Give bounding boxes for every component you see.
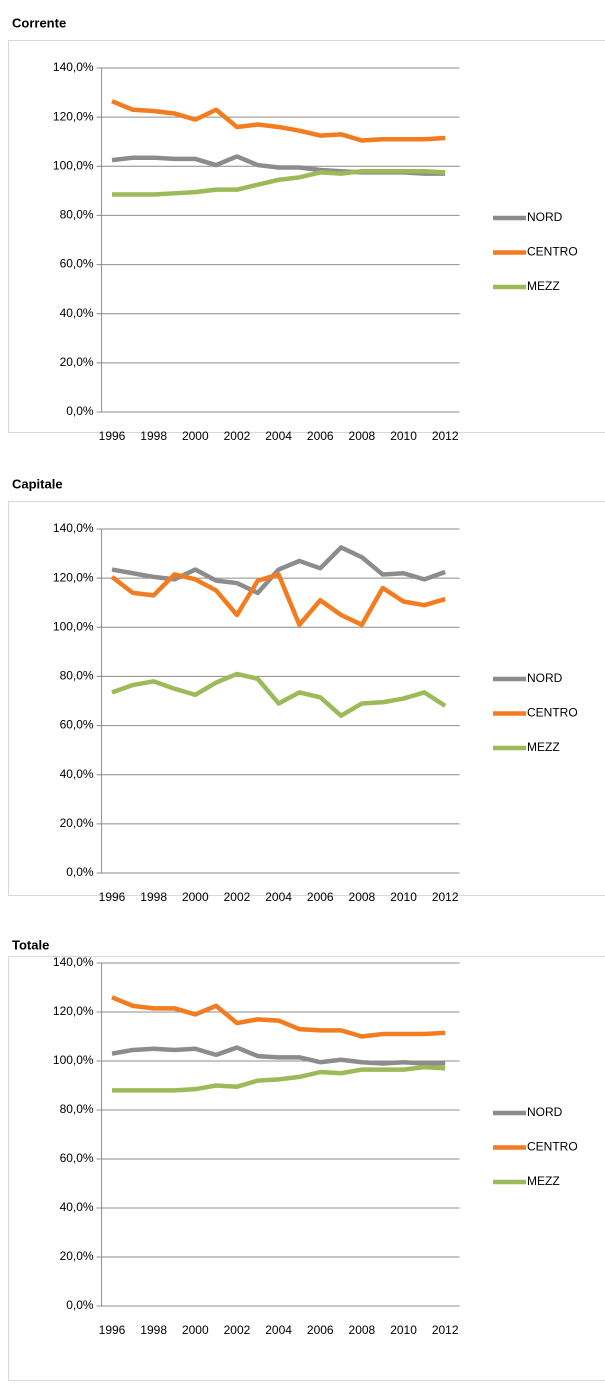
legend-label: MEZZ <box>527 740 560 754</box>
y-tick-label: 140,0% <box>53 521 94 535</box>
y-tick-label: 20,0% <box>60 355 94 369</box>
panel <box>8 956 605 1381</box>
data-line <box>110 572 446 628</box>
x-tick-label: 2002 <box>224 1323 251 1337</box>
y-tick-label: 120,0% <box>53 109 94 123</box>
x-tick-label: 1996 <box>99 429 126 443</box>
y-tick-label: 80,0% <box>60 669 94 683</box>
data-line <box>111 99 446 143</box>
panel <box>8 501 605 896</box>
x-tick-label: 1996 <box>99 890 126 904</box>
y-tick-label: 20,0% <box>60 816 94 830</box>
x-tick-label: 2012 <box>432 1323 459 1337</box>
legend-label: MEZZ <box>527 279 560 293</box>
legend-label: NORD <box>527 210 563 224</box>
data-line <box>111 1045 446 1066</box>
y-tick-label: 140,0% <box>53 60 94 74</box>
y-tick-label: 20,0% <box>60 1249 94 1263</box>
x-tick-label: 1996 <box>99 1323 126 1337</box>
x-tick-label: 2010 <box>390 1323 417 1337</box>
panel <box>8 40 605 433</box>
y-tick-label: 80,0% <box>60 208 94 222</box>
y-tick-label: 0,0% <box>66 1298 94 1312</box>
x-tick-label: 2010 <box>390 429 417 443</box>
y-tick-label: 60,0% <box>60 718 94 732</box>
y-tick-label: 120,0% <box>53 1004 94 1018</box>
y-tick-label: 80,0% <box>60 1102 94 1116</box>
x-tick-label: 2006 <box>307 1323 334 1337</box>
y-tick-label: 40,0% <box>60 1200 94 1214</box>
y-tick-label: 100,0% <box>53 619 94 633</box>
chart-title: Capitale <box>12 476 63 491</box>
data-line <box>112 1064 446 1093</box>
y-tick-label: 140,0% <box>53 955 94 969</box>
y-tick-label: 100,0% <box>53 1053 94 1067</box>
x-tick-label: 2004 <box>265 890 292 904</box>
data-line <box>111 995 446 1039</box>
x-tick-label: 2002 <box>224 429 251 443</box>
y-tick-label: 100,0% <box>53 158 94 172</box>
x-tick-label: 2012 <box>432 429 459 443</box>
x-tick-label: 2006 <box>307 890 334 904</box>
x-tick-label: 1998 <box>140 429 167 443</box>
legend-label: CENTRO <box>527 1140 578 1154</box>
x-tick-label: 1998 <box>140 890 167 904</box>
x-tick-label: 2000 <box>182 429 209 443</box>
y-tick-label: 60,0% <box>60 1151 94 1165</box>
x-tick-label: 2008 <box>349 1323 376 1337</box>
chart-title: Corrente <box>12 15 66 30</box>
y-tick-label: 40,0% <box>60 767 94 781</box>
data-line <box>111 671 447 718</box>
x-tick-label: 2008 <box>349 429 376 443</box>
legend-label: CENTRO <box>527 245 578 259</box>
legend-label: NORD <box>527 671 563 685</box>
x-tick-label: 2002 <box>224 890 251 904</box>
y-tick-label: 60,0% <box>60 257 94 271</box>
x-tick-label: 2004 <box>265 429 292 443</box>
legend-label: NORD <box>527 1105 563 1119</box>
legend-label: MEZZ <box>527 1174 560 1188</box>
data-line <box>112 168 446 197</box>
chart-title: Totale <box>12 937 49 952</box>
x-tick-label: 2008 <box>349 890 376 904</box>
legend-label: CENTRO <box>527 706 578 720</box>
x-tick-label: 2010 <box>390 890 417 904</box>
x-tick-label: 2006 <box>307 429 334 443</box>
y-tick-label: 0,0% <box>66 404 94 418</box>
y-tick-label: 40,0% <box>60 306 94 320</box>
y-tick-label: 120,0% <box>53 570 94 584</box>
x-tick-label: 2004 <box>265 1323 292 1337</box>
x-tick-label: 2012 <box>432 890 459 904</box>
x-tick-label: 2000 <box>182 890 209 904</box>
y-tick-label: 0,0% <box>66 865 94 879</box>
x-tick-label: 2000 <box>182 1323 209 1337</box>
x-tick-label: 1998 <box>140 1323 167 1337</box>
